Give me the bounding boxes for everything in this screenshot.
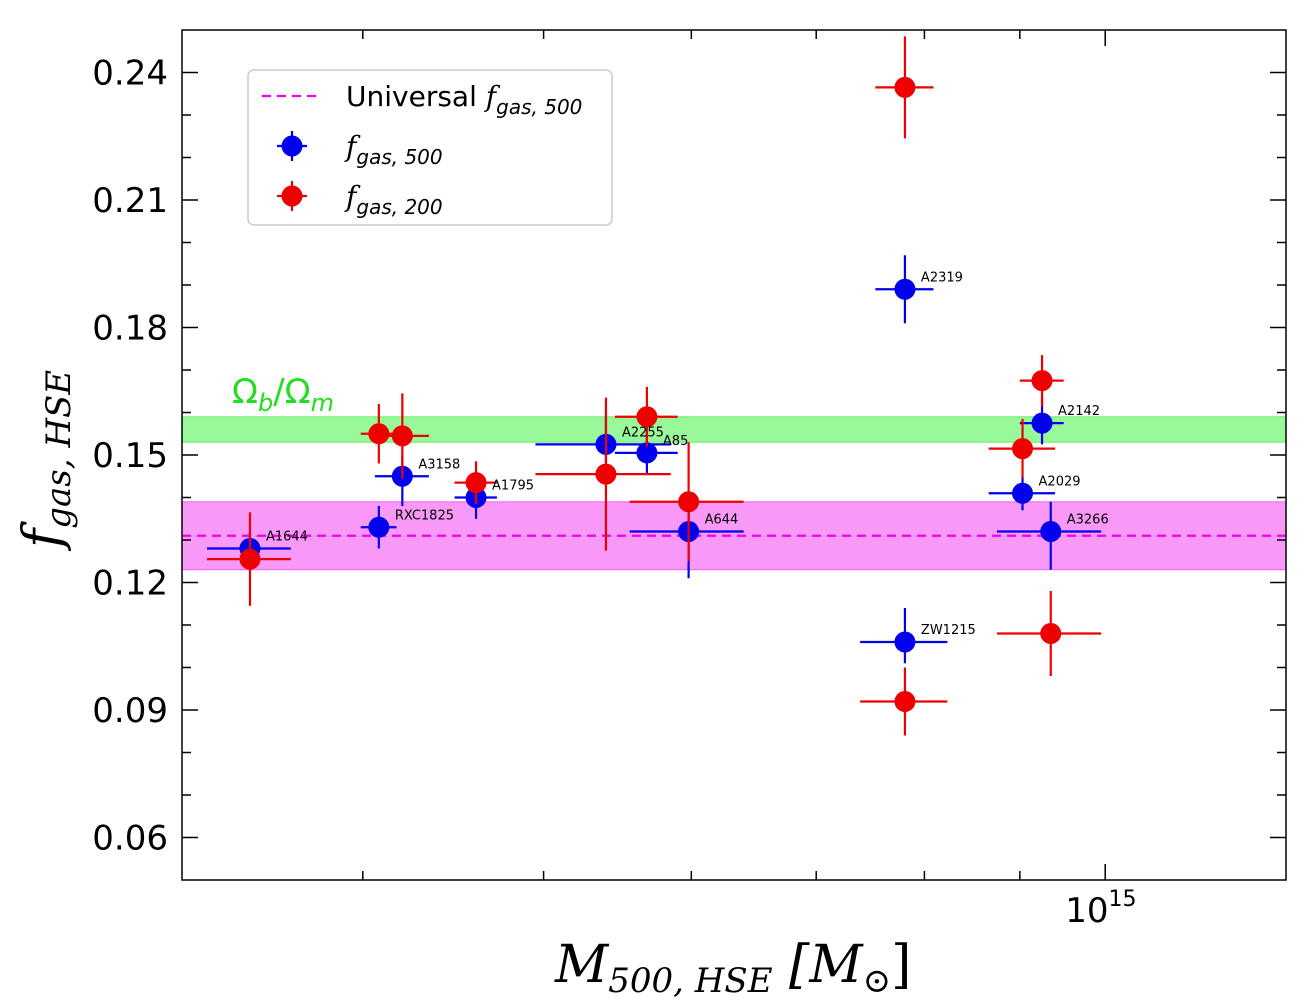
ticks-layer bbox=[182, 30, 1286, 880]
data-point bbox=[1031, 412, 1053, 434]
axis-text-layer: Ωb/Ωm 0.06 0.09 0.12 0.15 0.18 0.21 0.24 1015 M50… bbox=[13, 54, 1136, 1000]
point-label: A644 bbox=[705, 513, 739, 528]
point-label: A85 bbox=[663, 434, 688, 449]
series-fgas-200 bbox=[206, 36, 1102, 736]
data-point bbox=[1040, 521, 1062, 542]
y-tick-label: 0.09 bbox=[92, 691, 168, 731]
data-point bbox=[1012, 482, 1034, 504]
baryon-fraction-band bbox=[181, 416, 1287, 443]
y-axis-label: fgas, HSE bbox=[13, 370, 79, 552]
data-point bbox=[368, 516, 390, 538]
point-label: A3266 bbox=[1067, 513, 1109, 528]
y-tick-label: 0.15 bbox=[92, 436, 168, 476]
x-label-unit-close: ] bbox=[891, 935, 911, 995]
x-label-unit-sub: ⊙ bbox=[863, 961, 892, 1000]
point-label: A2319 bbox=[921, 270, 963, 285]
legend-label-sub: gas, 500 bbox=[356, 145, 442, 169]
point-label: RXC1825 bbox=[395, 508, 454, 523]
legend-label: fgas, 500 bbox=[344, 130, 443, 169]
data-point bbox=[894, 76, 916, 98]
data-point bbox=[636, 406, 658, 428]
band-label-sub-b: b bbox=[258, 389, 273, 417]
point-label: A1644 bbox=[266, 530, 308, 545]
data-point bbox=[894, 691, 916, 712]
point-label: A3158 bbox=[418, 457, 460, 472]
data-point bbox=[894, 631, 916, 653]
x-tick-label: 1015 bbox=[1065, 887, 1136, 931]
y-tick-label: 0.24 bbox=[92, 54, 168, 94]
data-point bbox=[1012, 438, 1034, 460]
data-point bbox=[465, 472, 487, 494]
y-tick-label: 0.12 bbox=[92, 564, 168, 604]
data-point bbox=[239, 548, 261, 570]
x-tick-base: 10 bbox=[1065, 891, 1108, 931]
data-point bbox=[595, 463, 617, 485]
y-tick-label: 0.21 bbox=[92, 181, 168, 221]
data-point bbox=[678, 491, 700, 513]
series-fgas-500 bbox=[206, 255, 1102, 664]
legend: Universal fgas, 500 fgas, 500 fgas, 200 bbox=[247, 69, 613, 226]
baryon-fraction-label: Ωb/Ωm bbox=[232, 372, 334, 417]
y-label-subscript: gas, HSE bbox=[39, 370, 79, 529]
data-point bbox=[368, 423, 390, 445]
data-point bbox=[1031, 370, 1053, 392]
point-label: A2255 bbox=[622, 425, 664, 440]
x-label-symbol: M bbox=[554, 935, 610, 995]
legend-marker bbox=[281, 185, 303, 207]
data-point bbox=[894, 278, 916, 300]
data-point bbox=[391, 425, 413, 447]
legend-label-main: Universal bbox=[346, 80, 486, 113]
y-tick-label: 0.06 bbox=[92, 819, 168, 859]
legend-marker bbox=[281, 135, 303, 157]
x-tick-exponent: 15 bbox=[1108, 887, 1136, 912]
band-label-sub-m: m bbox=[311, 389, 334, 417]
point-label: A1795 bbox=[492, 479, 534, 494]
data-point bbox=[1040, 623, 1062, 644]
legend-label: fgas, 200 bbox=[344, 180, 443, 219]
point-label: A2029 bbox=[1039, 474, 1081, 489]
band-label-slash-omega: /Ω bbox=[273, 372, 310, 412]
legend-label-sub: gas, 500 bbox=[496, 95, 582, 119]
legend-box bbox=[247, 69, 613, 226]
y-tick-label: 0.18 bbox=[92, 309, 168, 349]
band-label-omega: Ω bbox=[232, 372, 258, 412]
x-axis-label: M500, HSE [M⊙] bbox=[554, 935, 911, 1000]
x-label-subscript: 500, HSE bbox=[608, 961, 772, 1000]
data-point bbox=[636, 442, 658, 464]
bands-layer bbox=[181, 416, 1287, 571]
legend-label-sub: gas, 200 bbox=[356, 195, 442, 219]
x-label-unit: [M bbox=[773, 935, 865, 995]
point-label: ZW1215 bbox=[921, 623, 976, 638]
legend-label: Universal fgas, 500 bbox=[346, 80, 582, 119]
series-layer bbox=[206, 36, 1102, 736]
plot-frame bbox=[181, 29, 1287, 881]
point-label: A2142 bbox=[1058, 404, 1100, 419]
